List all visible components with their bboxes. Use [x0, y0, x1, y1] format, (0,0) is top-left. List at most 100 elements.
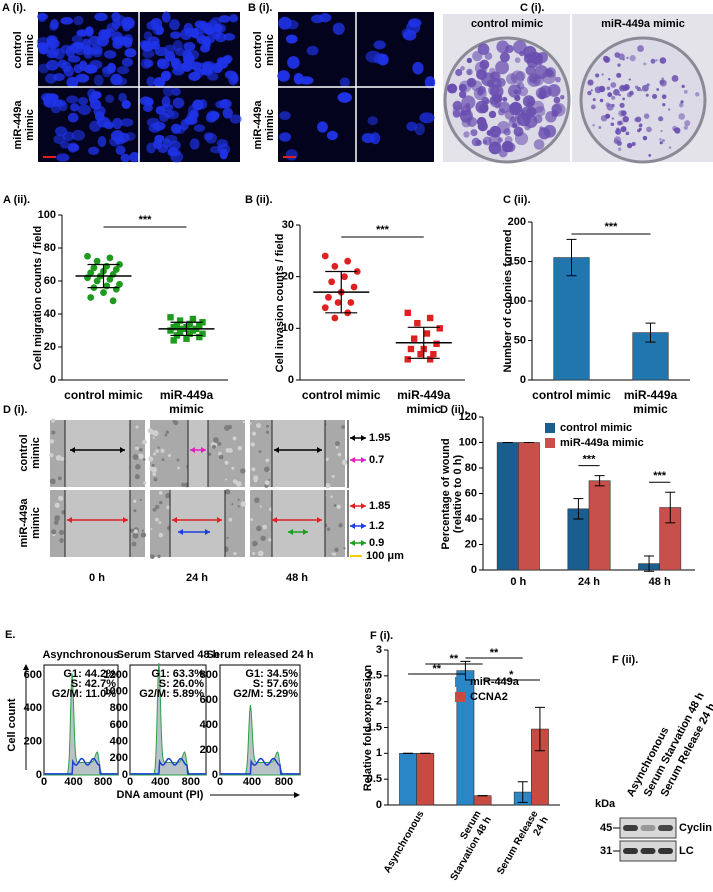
fit-curve [130, 757, 206, 775]
nucleus [45, 59, 59, 71]
bar [496, 442, 519, 571]
colony [638, 123, 643, 128]
nucleus [125, 132, 136, 141]
colony [618, 120, 624, 126]
colony [655, 59, 658, 62]
colony [495, 60, 510, 75]
cell-texture [330, 495, 333, 498]
data-point [176, 328, 184, 336]
x-tick-label: 400 [151, 776, 169, 788]
nucleus [306, 45, 319, 56]
cell-texture [250, 442, 255, 447]
panel-label: A (ii). [3, 194, 30, 206]
nucleus [153, 77, 166, 88]
nucleus [228, 14, 239, 23]
nucleus [222, 107, 233, 119]
cell-texture [49, 439, 55, 444]
stat-label: S: 57.6% [253, 678, 298, 690]
cell-texture [140, 532, 147, 538]
data-point [433, 340, 440, 348]
nucleus [66, 95, 79, 104]
stat-label: G1: 44.2% [63, 668, 116, 680]
y-tick-label: 0 [212, 769, 218, 781]
data-point [426, 356, 434, 363]
significance-label: *** [376, 224, 390, 236]
panel-label: A (i). [2, 2, 26, 14]
nucleus [77, 104, 91, 116]
colony [662, 103, 666, 107]
data-point [196, 322, 203, 329]
colony [526, 101, 534, 108]
data-point [341, 273, 348, 281]
wound-gap [65, 420, 130, 487]
nucleus [154, 134, 165, 143]
colony [611, 103, 615, 108]
colony [619, 102, 625, 108]
x-tick-label: miR-449a mimic [397, 388, 451, 416]
cell-texture [55, 455, 62, 461]
cell-texture [181, 482, 186, 487]
nucleus [277, 70, 290, 82]
cell-texture [336, 504, 341, 510]
nucleus [183, 22, 194, 34]
y-tick-label: 30 [282, 219, 294, 231]
colony [455, 68, 463, 77]
cell-texture [325, 457, 329, 461]
nucleus [326, 130, 338, 141]
colony [592, 124, 595, 127]
cell-texture [259, 505, 262, 508]
bar [416, 753, 435, 806]
colony [601, 73, 604, 76]
cell-texture [257, 550, 264, 557]
cell-texture [157, 446, 160, 449]
colony [661, 139, 665, 143]
colony [643, 113, 650, 119]
colony [681, 84, 685, 89]
cell-texture [51, 430, 56, 435]
nucleus [192, 99, 204, 111]
nucleus [121, 100, 131, 109]
panel-label: F (i). [370, 630, 393, 642]
cell-texture [252, 551, 256, 555]
cell-texture [153, 452, 157, 456]
colony [466, 108, 471, 113]
y-tick-label: 0 [376, 799, 382, 811]
cell-texture [266, 424, 269, 428]
arrow-head [274, 447, 322, 453]
colony [488, 134, 502, 147]
nucleus [129, 151, 140, 163]
nucleus [162, 70, 172, 80]
data-point [87, 269, 95, 277]
colony [498, 148, 508, 158]
legend-label: control mimic [560, 422, 632, 434]
y-tick-label: 400 [24, 702, 42, 714]
wound-gap [65, 490, 130, 557]
blot [619, 817, 677, 839]
colony [613, 89, 620, 96]
cell-texture [150, 528, 153, 531]
nucleus [38, 44, 49, 55]
wound-gap [170, 490, 225, 557]
nucleus [41, 92, 55, 102]
cell-texture [240, 501, 246, 507]
colony [514, 95, 521, 102]
nucleus [67, 142, 79, 153]
nucleus [73, 64, 83, 74]
stat-label: S: 42.7% [71, 678, 116, 690]
nucleus [121, 57, 134, 67]
data-point [350, 283, 358, 291]
cell-texture [218, 451, 222, 456]
colony [648, 154, 652, 157]
bar [399, 753, 417, 806]
colony [694, 92, 700, 97]
significance-label: *** [605, 221, 619, 233]
y-tick-label: 80 [44, 242, 56, 254]
cell-texture [212, 444, 216, 449]
x-tick-label: 48 h [649, 576, 671, 588]
colony [646, 126, 652, 133]
cell-texture [139, 447, 143, 452]
nucleus [155, 25, 164, 36]
legend-swatch [455, 692, 465, 702]
wound-gap [188, 420, 208, 487]
nucleus [71, 35, 83, 44]
